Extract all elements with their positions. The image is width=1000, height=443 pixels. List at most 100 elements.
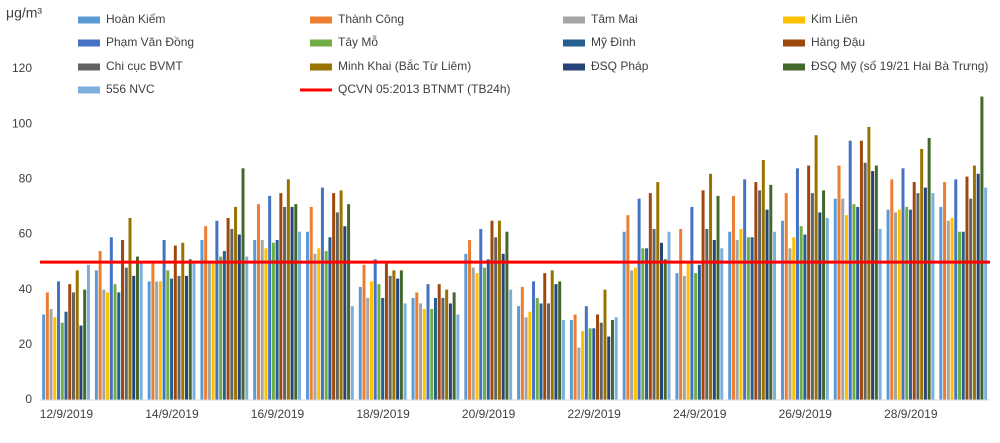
bar <box>381 297 385 400</box>
bar <box>456 314 460 400</box>
bar <box>803 234 807 400</box>
bar <box>577 347 581 400</box>
bar <box>362 264 366 400</box>
bar <box>739 228 743 400</box>
bar <box>728 231 732 400</box>
bar <box>139 262 143 400</box>
bar <box>652 228 656 400</box>
bar <box>792 237 796 400</box>
bar <box>64 311 68 400</box>
bar <box>155 281 159 400</box>
legend-swatch <box>310 63 332 71</box>
bar <box>871 171 875 400</box>
bar <box>294 204 298 400</box>
bar <box>976 173 980 400</box>
bar <box>581 331 585 400</box>
bar <box>433 297 437 400</box>
bar <box>298 231 302 400</box>
bar <box>546 303 550 400</box>
bar <box>219 256 223 400</box>
bar <box>573 314 577 400</box>
x-tick-label: 28/9/2019 <box>884 407 938 421</box>
bar <box>939 206 943 400</box>
bar <box>71 292 75 400</box>
x-tick-label: 26/9/2019 <box>779 407 833 421</box>
bar <box>486 259 490 400</box>
bar <box>554 284 558 400</box>
bar <box>607 336 611 400</box>
bar <box>754 182 758 400</box>
bar <box>286 179 290 400</box>
bar <box>94 270 98 400</box>
legend-swatch <box>783 16 805 24</box>
bar <box>852 204 856 400</box>
bar <box>452 292 456 400</box>
y-unit: μg/m³ <box>6 5 42 21</box>
legend-swatch <box>78 63 100 71</box>
bar <box>912 182 916 400</box>
bar <box>844 215 848 400</box>
bar <box>784 193 788 400</box>
bar <box>279 193 283 400</box>
legend-swatch <box>78 86 100 94</box>
x-tick-label: 18/9/2019 <box>356 407 410 421</box>
y-tick-label: 20 <box>19 337 33 351</box>
bar <box>335 212 339 400</box>
legend-label: Thành Công <box>338 12 404 26</box>
bar <box>630 270 634 400</box>
bar <box>908 209 912 400</box>
bar <box>758 190 762 400</box>
bar <box>610 320 614 400</box>
bar <box>102 289 106 400</box>
bar <box>592 328 596 400</box>
bar <box>886 209 890 400</box>
bar <box>464 253 468 400</box>
bar <box>403 303 407 400</box>
bar <box>256 204 260 400</box>
bar <box>275 240 279 400</box>
bar <box>961 231 965 400</box>
bar <box>679 228 683 400</box>
x-tick-label: 12/9/2019 <box>40 407 94 421</box>
bar <box>954 179 958 400</box>
bar <box>984 187 988 400</box>
bar <box>124 267 128 400</box>
bar <box>720 248 724 400</box>
bar <box>814 135 818 400</box>
bar <box>558 281 562 400</box>
bar <box>795 168 799 400</box>
bar <box>535 297 539 400</box>
legend-label: 556 NVC <box>106 82 155 96</box>
bar <box>147 281 151 400</box>
bar <box>260 240 264 400</box>
bar <box>859 140 863 400</box>
bar <box>874 165 878 400</box>
bar <box>113 284 117 400</box>
bar <box>614 317 618 400</box>
bar <box>712 240 716 400</box>
bar <box>561 320 565 400</box>
bar <box>121 240 125 400</box>
bar <box>430 308 434 400</box>
bar <box>539 303 543 400</box>
bar <box>856 206 860 400</box>
bar <box>980 96 984 400</box>
bar <box>158 281 162 400</box>
bar <box>584 306 588 400</box>
bar <box>106 292 110 400</box>
bar <box>471 267 475 400</box>
bar <box>905 206 909 400</box>
bar <box>162 240 166 400</box>
bar <box>626 215 630 400</box>
bar <box>166 270 170 400</box>
y-tick-label: 80 <box>19 172 33 186</box>
bar <box>45 292 49 400</box>
bar <box>645 248 649 400</box>
legend-swatch <box>783 39 805 47</box>
bar <box>637 198 641 400</box>
bar <box>283 206 287 400</box>
bar <box>972 165 976 400</box>
legend-label: Kim Liên <box>811 12 858 26</box>
bar <box>781 220 784 400</box>
bar <box>943 182 947 400</box>
